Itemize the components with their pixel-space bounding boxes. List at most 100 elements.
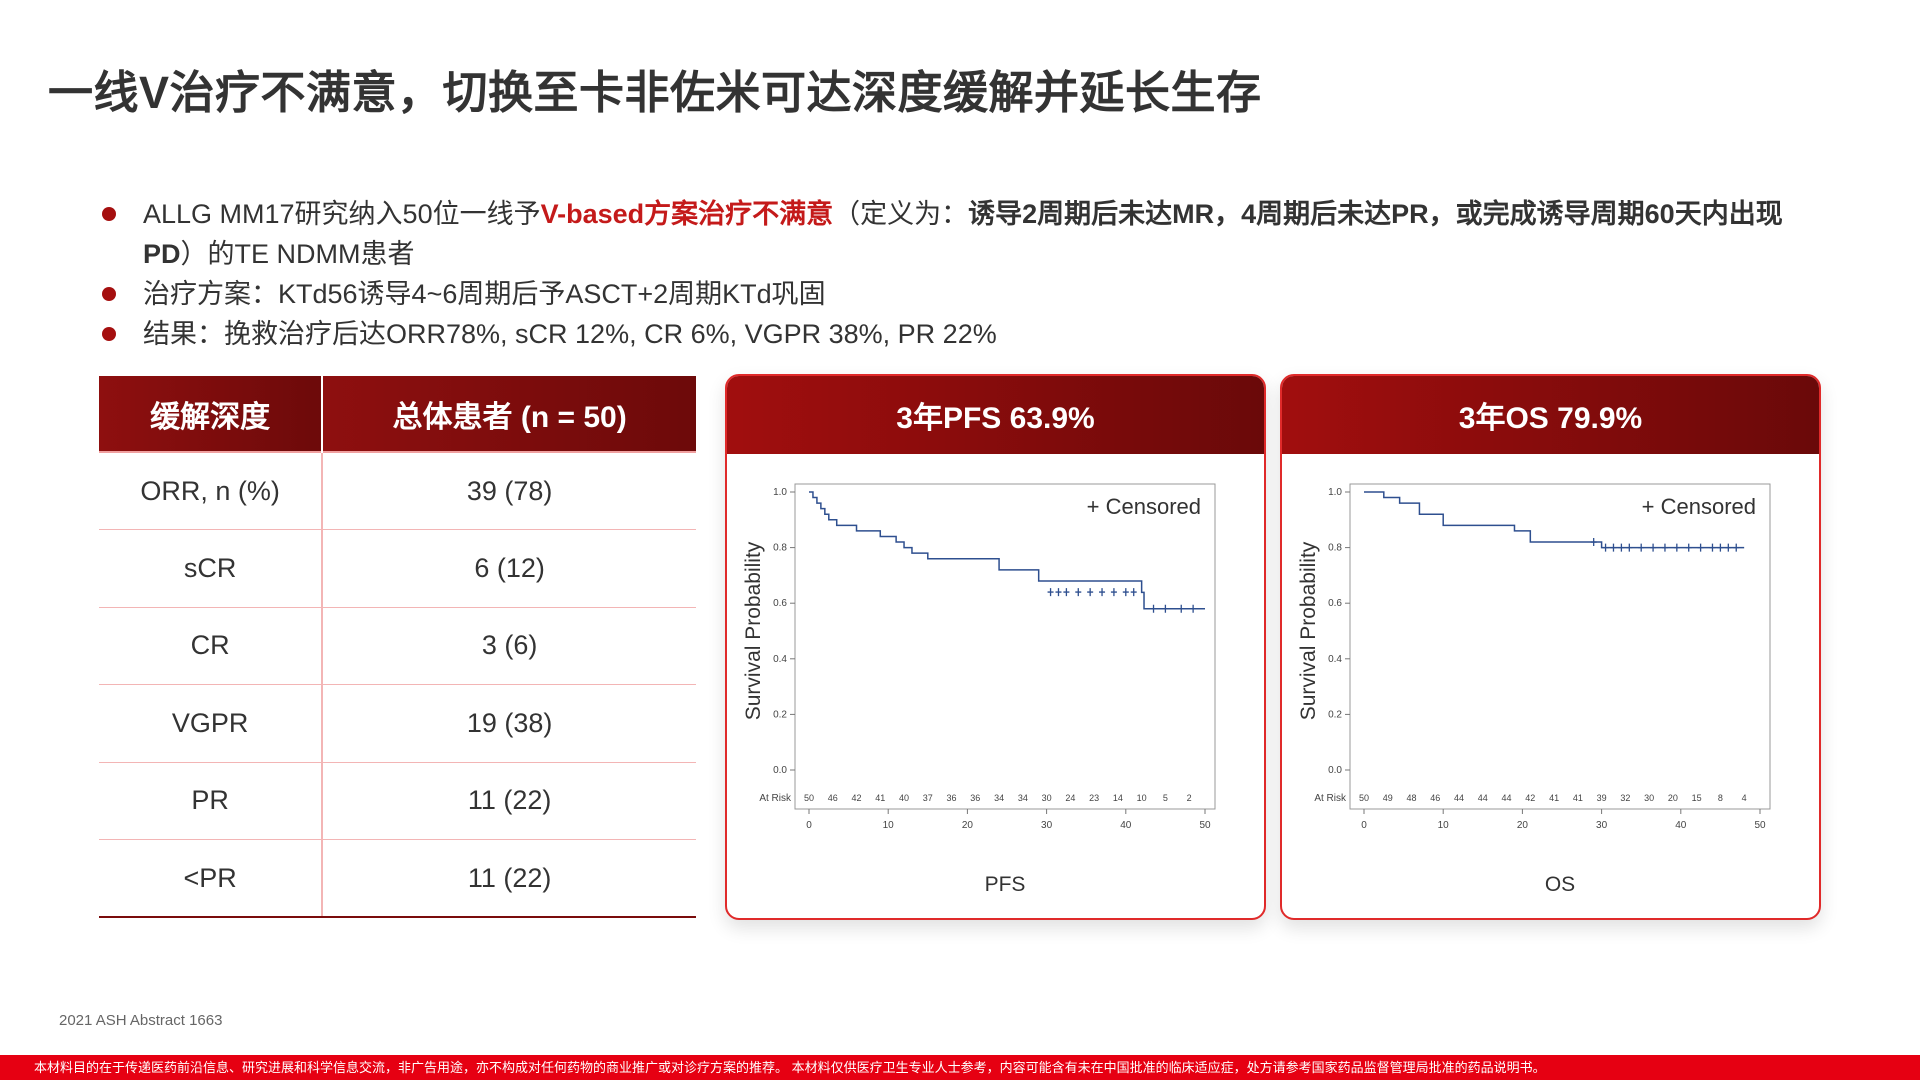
bullet-item-3: 结果：挽救治疗后达ORR78%, sCR 12%, CR 6%, VGPR 38…	[98, 314, 1818, 354]
at-risk-count: 24	[1065, 793, 1075, 803]
y-axis-label: Survival Probability	[1297, 541, 1320, 720]
table-row: <PR 11 (22)	[99, 839, 696, 918]
censored-mark	[1063, 588, 1070, 597]
table-cell-value: 19 (38)	[321, 684, 696, 763]
bullet-dot-icon	[102, 287, 116, 301]
censored-mark	[1055, 588, 1062, 597]
bullet-1-text-c: ）的TE NDMM患者	[180, 239, 415, 269]
censored-mark	[1087, 588, 1094, 597]
y-tick-label: 0.0	[773, 765, 787, 776]
x-tick-label: 30	[1041, 820, 1053, 831]
table-cell-value: 6 (12)	[321, 529, 696, 608]
x-axis-label: PFS	[985, 873, 1026, 896]
table-cell-label: VGPR	[99, 684, 323, 763]
at-risk-count: 36	[970, 793, 980, 803]
at-risk-count: 8	[1718, 793, 1723, 803]
table-row: sCR 6 (12)	[99, 529, 696, 608]
pfs-km-chart: 0.0 0.2 0.4 0.6 0.8 1.0 0 10 20 30 40 50 Survival Pr…	[742, 483, 1216, 896]
censored-mark	[1717, 543, 1724, 552]
censored-mark	[1650, 543, 1657, 552]
at-risk-count: 42	[852, 793, 862, 803]
censored-mark	[1618, 543, 1625, 552]
at-risk-count: 34	[1018, 793, 1028, 803]
pfs-chart-panel: 3年PFS 63.9% 0.0 0.2 0.4 0.6 0.8 1.0 0 10 20 30 40 5…	[725, 374, 1266, 920]
legend-censored: + Censored	[1087, 494, 1201, 519]
at-risk-count: 50	[1359, 793, 1369, 803]
censored-mark	[1099, 588, 1106, 597]
disclaimer-banner: 本材料目的在于传递医药前沿信息、研究进展和科学信息交流，非广告用途，亦不构成对任…	[0, 1055, 1920, 1080]
at-risk-count: 39	[1597, 793, 1607, 803]
at-risk-count: 42	[1525, 793, 1535, 803]
x-tick-label: 10	[883, 820, 895, 831]
at-risk-count: 20	[1668, 793, 1678, 803]
at-risk-count: 30	[1644, 793, 1654, 803]
censored-mark	[1685, 543, 1692, 552]
at-risk-count: 49	[1383, 793, 1393, 803]
source-citation: 2021 ASH Abstract 1663	[59, 1012, 223, 1029]
y-tick-label: 1.0	[1328, 487, 1342, 498]
legend-censored: + Censored	[1642, 494, 1756, 519]
x-tick-label: 20	[1517, 820, 1529, 831]
censored-mark	[1110, 588, 1117, 597]
at-risk-count: 30	[1042, 793, 1052, 803]
table-cell-label: PR	[99, 762, 323, 840]
at-risk-label: At Risk	[1314, 793, 1347, 804]
at-risk-count: 41	[875, 793, 885, 803]
at-risk-count: 44	[1454, 793, 1464, 803]
x-tick-label: 50	[1199, 820, 1211, 831]
table-row: ORR, n (%) 39 (78)	[99, 451, 696, 530]
bullet-1-definition: 诱导2周期后未达MR，4周期后未达PR，或完成诱导周期60天内出现PD	[143, 199, 1783, 269]
censored-mark	[1673, 543, 1680, 552]
table-header-overall-patients: 总体患者 (n = 50)	[321, 376, 696, 452]
table-cell-value: 3 (6)	[321, 607, 696, 685]
y-tick-label: 0.6	[1328, 598, 1342, 609]
censored-mark	[1047, 588, 1054, 597]
x-tick-label: 30	[1596, 820, 1608, 831]
x-tick-label: 10	[1438, 820, 1450, 831]
y-tick-label: 1.0	[773, 487, 787, 498]
censored-mark	[1733, 543, 1740, 552]
at-risk-count: 23	[1089, 793, 1099, 803]
y-axis-label: Survival Probability	[742, 541, 765, 720]
plot-frame	[1349, 483, 1771, 810]
at-risk-count: 34	[994, 793, 1004, 803]
x-tick-label: 0	[806, 820, 812, 831]
x-tick-label: 20	[962, 820, 974, 831]
at-risk-count: 50	[804, 793, 814, 803]
censored-mark	[1162, 604, 1169, 613]
response-table: 缓解深度 总体患者 (n = 50) ORR, n (%) 39 (78) sCR…	[99, 376, 696, 918]
bullet-item-1: ALLG MM17研究纳入50位一线予V-based方案治疗不满意（定义为：诱导…	[98, 194, 1818, 274]
x-tick-label: 0	[1361, 820, 1367, 831]
censored-mark	[1697, 543, 1704, 552]
at-risk-count: 32	[1620, 793, 1630, 803]
censored-mark	[1178, 604, 1185, 613]
censored-mark	[1638, 543, 1645, 552]
bullet-dot-icon	[102, 327, 116, 341]
table-cell-value: 11 (22)	[321, 839, 696, 918]
y-tick-label: 0.0	[1328, 765, 1342, 776]
bullet-1-highlight: V-based方案治疗不满意	[540, 199, 834, 229]
at-risk-count: 4	[1742, 793, 1747, 803]
bullet-1-text-b: （定义为：	[833, 199, 969, 229]
censored-mark	[1590, 538, 1597, 547]
at-risk-count: 48	[1407, 793, 1417, 803]
at-risk-count: 41	[1549, 793, 1559, 803]
table-header-response-depth: 缓解深度	[99, 376, 323, 452]
table-header-row: 缓解深度 总体患者 (n = 50)	[99, 376, 696, 452]
at-risk-count: 2	[1187, 793, 1192, 803]
pfs-chart-title: 3年PFS 63.9%	[727, 376, 1264, 454]
censored-mark	[1661, 543, 1668, 552]
x-tick-label: 40	[1675, 820, 1687, 831]
table-cell-label: sCR	[99, 529, 323, 608]
censored-mark	[1725, 543, 1732, 552]
at-risk-count: 10	[1137, 793, 1147, 803]
x-axis-label: OS	[1545, 873, 1575, 896]
bullet-item-2: 治疗方案：KTd56诱导4~6周期后予ASCT+2周期KTd巩固	[98, 274, 1818, 314]
censored-mark	[1190, 604, 1197, 613]
censored-mark	[1075, 588, 1082, 597]
bullet-2-text: 治疗方案：KTd56诱导4~6周期后予ASCT+2周期KTd巩固	[143, 279, 826, 309]
table-cell-value: 39 (78)	[321, 451, 696, 530]
at-risk-count: 36	[947, 793, 957, 803]
bullet-dot-icon	[102, 207, 116, 221]
y-tick-label: 0.8	[1328, 543, 1342, 554]
